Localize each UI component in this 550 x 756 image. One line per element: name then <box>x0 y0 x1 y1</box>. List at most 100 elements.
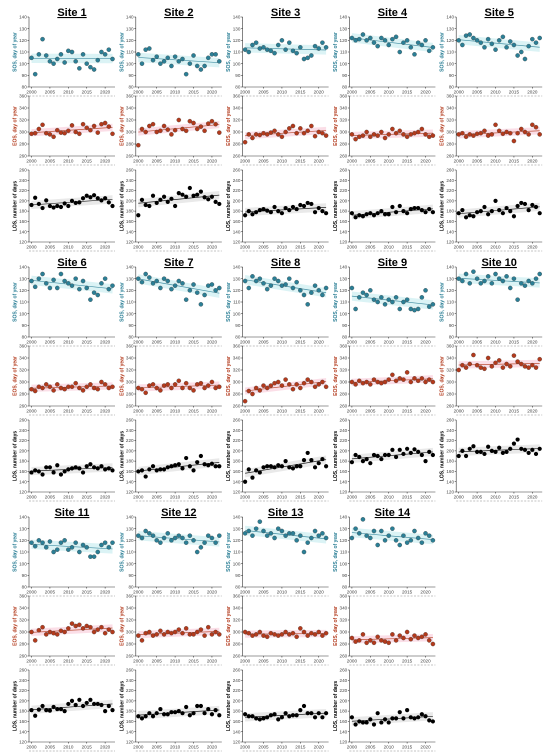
x-tick-label: 2020 <box>420 159 431 164</box>
data-point <box>279 528 285 534</box>
site-title: Site 12 <box>161 507 196 519</box>
y-tick-label: 140 <box>233 729 241 734</box>
data-point <box>43 632 49 637</box>
y-tick-label: 90 <box>342 73 348 78</box>
data-point <box>427 206 432 212</box>
data-point <box>316 629 321 635</box>
data-point <box>298 464 303 469</box>
y-tick-label: 100 <box>340 61 348 66</box>
data-point <box>279 383 285 388</box>
data-point <box>275 379 281 385</box>
x-tick-label: 2000 <box>240 659 251 664</box>
y-tick-label: 130 <box>126 276 134 281</box>
data-point <box>194 549 200 555</box>
x-tick-label: 2020 <box>314 159 325 164</box>
x-tick-label: 2005 <box>472 90 483 95</box>
data-point <box>423 459 428 464</box>
data-point <box>84 384 89 390</box>
data-point <box>158 628 163 634</box>
data-point <box>357 454 362 460</box>
y-tick-label: 260 <box>233 168 241 173</box>
data-point <box>522 447 528 452</box>
data-point <box>316 205 321 211</box>
data-point <box>382 135 388 141</box>
data-point <box>47 132 53 137</box>
x-tick-label: 2005 <box>152 659 163 664</box>
data-point <box>419 295 425 300</box>
x-tick-label: 2020 <box>314 495 325 500</box>
data-point <box>47 59 53 64</box>
y-axis-label: SOS, day of year <box>226 282 232 322</box>
data-point <box>191 388 196 393</box>
y-tick-label: 320 <box>19 368 27 373</box>
y-tick-label: 180 <box>233 459 241 464</box>
y-tick-label: 160 <box>233 719 241 724</box>
data-point <box>463 365 469 370</box>
data-point <box>165 465 170 470</box>
data-point <box>95 57 101 63</box>
data-point <box>158 197 163 202</box>
data-point <box>379 35 384 41</box>
data-point <box>294 634 299 640</box>
data-point <box>390 526 395 531</box>
x-tick-label: 2015 <box>295 745 306 750</box>
data-point <box>401 716 406 721</box>
data-point <box>213 629 218 635</box>
data-point <box>486 444 491 449</box>
data-point <box>150 464 156 469</box>
data-point <box>202 63 207 69</box>
x-tick-label: 2000 <box>133 409 144 414</box>
x-tick-label: 2010 <box>490 90 501 95</box>
y-tick-label: 90 <box>449 73 455 78</box>
data-point <box>257 388 263 393</box>
data-point <box>253 132 259 137</box>
data-point <box>368 461 373 466</box>
data-point <box>88 64 93 70</box>
data-point <box>180 385 185 391</box>
site-title: Site 13 <box>268 507 303 519</box>
data-point <box>77 66 82 71</box>
data-point <box>213 121 218 127</box>
data-point <box>379 528 384 534</box>
data-point <box>187 464 192 469</box>
data-point <box>375 711 380 716</box>
data-point <box>283 282 288 287</box>
y-tick-label: 120 <box>340 740 348 745</box>
data-point <box>301 549 307 555</box>
data-point <box>382 717 388 722</box>
x-tick-label: 2005 <box>258 340 269 345</box>
data-point <box>504 45 509 50</box>
data-point <box>316 288 321 293</box>
y-tick-label: 120 <box>340 288 348 293</box>
data-point <box>511 42 517 48</box>
data-point <box>209 461 215 466</box>
site-title: Site 14 <box>375 507 411 519</box>
data-point <box>497 208 502 213</box>
data-point <box>294 713 299 718</box>
data-point <box>187 713 192 718</box>
data-point <box>515 53 520 58</box>
data-point <box>265 715 270 720</box>
data-point <box>467 281 472 286</box>
x-tick-label: 2005 <box>258 745 269 750</box>
data-point <box>198 189 203 194</box>
data-point <box>80 388 86 393</box>
y-axis-label: SOS, day of year <box>13 532 19 572</box>
data-point <box>519 126 524 132</box>
data-point <box>386 533 391 538</box>
data-point <box>180 535 185 541</box>
data-point <box>320 379 325 385</box>
data-point <box>55 203 60 209</box>
data-point <box>77 200 82 205</box>
data-point <box>309 123 314 129</box>
x-tick-label: 2005 <box>152 245 163 250</box>
x-tick-label: 2010 <box>490 340 501 345</box>
y-tick-label: 80 <box>128 85 134 90</box>
data-point <box>496 358 502 363</box>
data-point <box>475 449 480 454</box>
y-tick-label: 220 <box>19 438 27 443</box>
